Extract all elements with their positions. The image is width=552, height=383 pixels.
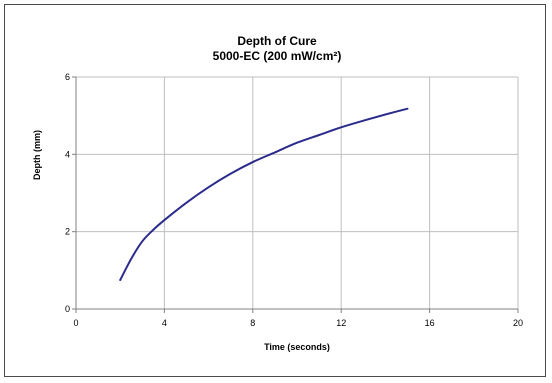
x-tick-label-3: 12 [336, 318, 346, 328]
x-axis-label: Time (seconds) [264, 342, 330, 352]
x-tick-label-4: 16 [425, 318, 435, 328]
y-tick-label-3: 6 [65, 72, 70, 82]
grid-layer [76, 76, 519, 309]
x-tick-label-2: 8 [250, 318, 255, 328]
depth-of-cure-chart: Depth of Cure 5000-EC (200 mW/cm²) Time … [32, 34, 523, 352]
axis-layer [72, 76, 519, 313]
x-tick-label-5: 20 [513, 318, 523, 328]
y-tick-label-0: 0 [65, 304, 70, 314]
chart-frame: Depth of Cure 5000-EC (200 mW/cm²) Time … [4, 4, 546, 377]
series-line-0 [119, 107, 409, 281]
y-tick-label-2: 4 [65, 149, 70, 159]
y-axis-label: Depth (mm) [32, 130, 42, 180]
tick-label-layer: 0 4 8 12 16 20 0 2 4 6 [65, 72, 523, 328]
chart-title: Depth of Cure [237, 34, 317, 48]
x-tick-label-0: 0 [73, 318, 78, 328]
chart-subtitle: 5000-EC (200 mW/cm²) [213, 49, 342, 63]
series-layer [119, 107, 409, 281]
y-tick-label-1: 2 [65, 227, 70, 237]
x-tick-label-1: 4 [162, 318, 167, 328]
